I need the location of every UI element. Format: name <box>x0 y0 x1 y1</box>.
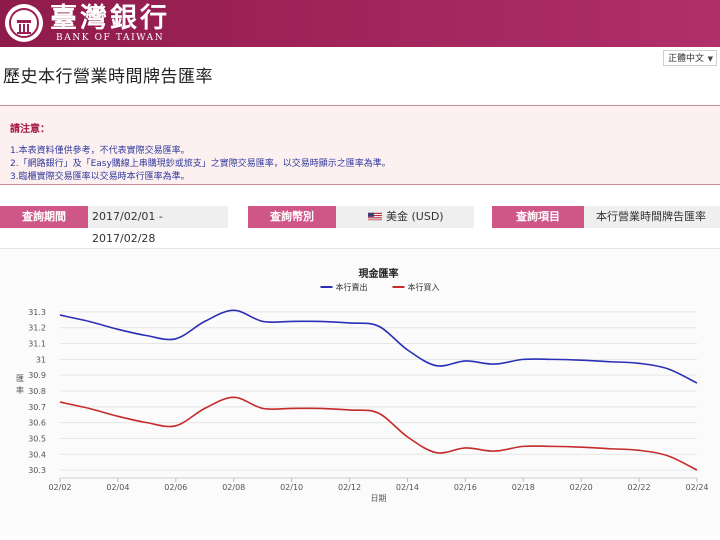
y-tick-label: 31 <box>36 355 46 364</box>
logo-english-name[interactable]: BANK OF TAIWAN <box>56 33 165 43</box>
y-tick-label: 31.2 <box>28 324 46 333</box>
y-tick-label: 30.3 <box>28 466 46 475</box>
y-tick-label: 30.4 <box>28 450 46 459</box>
chevron-down-icon: ▼ <box>707 55 713 63</box>
query-currency-value: 美金 (USD) <box>336 206 474 228</box>
y-axis-label: 率 <box>16 385 24 395</box>
x-tick-label: 02/14 <box>396 483 419 492</box>
chart-title: 現金匯率 <box>359 267 399 280</box>
query-period-value: 2017/02/01 - 2017/02/28 <box>88 206 228 245</box>
x-tick-label: 02/20 <box>570 483 593 492</box>
x-tick-label: 02/02 <box>48 483 71 492</box>
x-tick-label: 02/10 <box>280 483 303 492</box>
logo-chinese-name[interactable]: 臺灣銀行 <box>50 3 170 34</box>
x-axis-label: 日期 <box>371 494 387 503</box>
us-flag-icon <box>368 212 382 221</box>
chart-container: 30.3 30.4 30.5 30.6 30.7 30.8 30.9 31 31.1 31.2 31… <box>0 248 720 536</box>
language-select[interactable]: 正體中文 ▼ <box>663 50 717 66</box>
page-title: 歷史本行營業時間牌告匯率 <box>3 67 213 87</box>
y-tick-label: 30.8 <box>28 387 46 396</box>
legend-label: 本行買入 <box>408 282 440 292</box>
y-tick-label: 30.9 <box>28 371 46 380</box>
notice-box: 請注意： 1.本表資料僅供參考，不代表實際交易匯率。 2.「網路銀行」及「Eas… <box>0 105 720 185</box>
query-currency-label: 查詢幣別 <box>248 206 336 228</box>
x-tick-label: 02/06 <box>164 483 187 492</box>
rate-line-chart: 30.3 30.4 30.5 30.6 30.7 30.8 30.9 31 31.1 31.2 31… <box>16 267 709 503</box>
header-banner: 臺灣銀行 BANK OF TAIWAN <box>0 0 720 47</box>
language-value: 正體中文 <box>668 54 705 64</box>
y-tick-label: 31.1 <box>28 340 46 349</box>
notice-line: 1.本表資料僅供參考，不代表實際交易匯率。 <box>10 146 190 156</box>
y-tick-label: 30.6 <box>28 419 46 428</box>
x-tick-label: 02/12 <box>338 483 361 492</box>
y-tick-label: 31.3 <box>28 308 46 317</box>
y-tick-label: 30.5 <box>28 434 46 443</box>
x-tick-label: 02/22 <box>628 483 651 492</box>
series-line <box>59 396 698 471</box>
y-tick-label: 30.7 <box>28 403 46 412</box>
bank-logo-icon[interactable] <box>5 4 43 42</box>
x-tick-label: 02/08 <box>222 483 245 492</box>
query-item-label: 查詢項目 <box>492 206 584 228</box>
x-tick-label: 02/04 <box>106 483 129 492</box>
notice-line: 2.「網路銀行」及「Easy購線上串購現鈔或旅支」之實際交易匯率，以交易時顯示之… <box>10 159 391 169</box>
query-item-value: 本行營業時間牌告匯率 <box>584 206 720 228</box>
notice-title: 請注意： <box>10 124 50 135</box>
y-axis-label: 匯 <box>16 374 24 383</box>
x-tick-label: 02/16 <box>454 483 477 492</box>
x-tick-label: 02/24 <box>685 483 708 492</box>
currency-text: 美金 (USD) <box>386 210 444 223</box>
notice-line: 3.臨櫃實際交易匯率以交易時本行匯率為準。 <box>10 172 190 182</box>
legend-label: 本行賣出 <box>336 282 368 292</box>
x-tick-label: 02/18 <box>512 483 535 492</box>
query-period-label: 查詢期間 <box>0 206 88 228</box>
series-line <box>59 309 698 384</box>
